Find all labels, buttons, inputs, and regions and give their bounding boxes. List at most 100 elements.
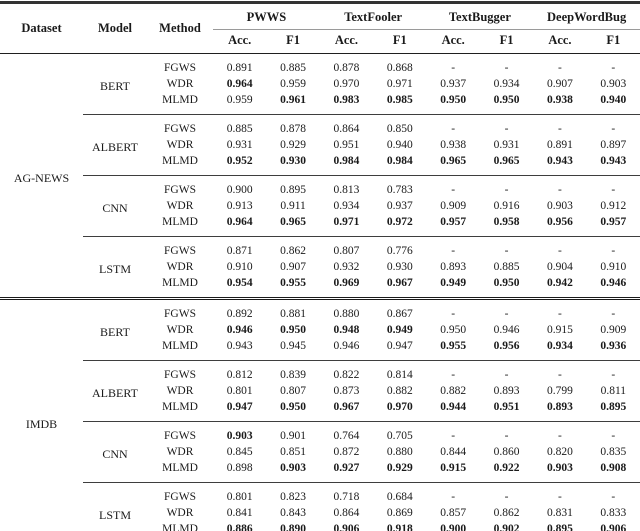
table-row: MLMD 0.943 0.945 0.946 0.947 0.955 0.956 0.934 0… <box>0 338 640 361</box>
table-row: MLMD 0.952 0.930 0.984 0.984 0.965 0.965 0.943 0… <box>0 153 640 176</box>
metric-value: - <box>586 482 640 506</box>
metric-value: - <box>558 61 562 74</box>
metric-value: 0.942 <box>547 276 573 289</box>
metric-value: 0.910 <box>226 260 253 273</box>
metric-value: - <box>426 114 480 138</box>
col-header-dataset: Dataset <box>0 4 83 55</box>
method-label: WDR <box>166 77 194 90</box>
metric-value: 0.903 <box>600 77 627 90</box>
metric-value: 0.931 <box>226 138 253 151</box>
metric-value: 0.934 <box>493 77 520 90</box>
method-label: FGWS <box>147 114 213 138</box>
metric-value: 0.943 <box>547 154 573 167</box>
metric-value: 0.878 <box>333 61 360 74</box>
table-row: MLMD 0.898 0.903 0.927 0.929 0.915 0.922 0.903 0… <box>0 460 640 483</box>
metric-value: 0.862 <box>266 236 320 260</box>
col-header-attack-pwws: PWWS <box>213 4 320 30</box>
metric-value: 0.938 <box>440 138 467 151</box>
method-label: FGWS <box>147 236 213 260</box>
metric-value: 0.930 <box>280 154 306 167</box>
method-label: MLMD <box>162 93 198 106</box>
metric-value: 0.776 <box>373 236 427 260</box>
metric-value: 0.900 <box>440 522 467 531</box>
metric-value: 0.868 <box>386 61 413 74</box>
metric-value: 0.970 <box>386 400 413 413</box>
metric-value: - <box>586 421 640 445</box>
metric-value: - <box>504 61 509 74</box>
metric-value: 0.918 <box>386 522 413 531</box>
metric-value: 0.903 <box>280 461 306 474</box>
metric-value: 0.929 <box>386 461 413 474</box>
method-label: FGWS <box>147 297 213 323</box>
metric-value: 0.957 <box>600 215 627 228</box>
metric-value: 0.684 <box>373 482 427 506</box>
metric-value: - <box>479 297 534 323</box>
metric-value: 0.909 <box>600 323 627 336</box>
table-row: MLMD 0.886 0.890 0.906 0.918 0.900 0.902 0.895 0… <box>0 521 640 531</box>
metric-value: 0.801 <box>213 482 267 506</box>
metric-value: - <box>533 421 587 445</box>
method-label: MLMD <box>162 276 198 289</box>
metric-value: 0.931 <box>493 138 520 151</box>
metric-value: 0.946 <box>226 323 253 336</box>
header-row-metrics: Acc. F1 Acc. F1 Acc. F1 Acc. F1 <box>0 29 640 55</box>
metric-value: 0.934 <box>547 339 573 352</box>
metric-value: - <box>533 175 587 199</box>
table-row: ALBERT FGWS 0.812 0.839 0.822 0.814- - - - <box>0 360 640 422</box>
metric-value: 0.880 <box>386 445 413 458</box>
method-label: FGWS <box>147 482 213 506</box>
metric-value: 0.844 <box>440 445 467 458</box>
metric-value: 0.984 <box>386 154 413 167</box>
metric-value: 0.885 <box>213 114 267 138</box>
metric-value: 0.954 <box>226 276 253 289</box>
metric-value: 0.843 <box>280 506 306 519</box>
table-row: LSTM FGWS 0.801 0.823 0.718 0.684- - - - <box>0 482 640 531</box>
metric-value: - <box>586 236 640 260</box>
metric-value: - <box>479 114 534 138</box>
metric-value: 0.971 <box>333 215 360 228</box>
metric-value: 0.959 <box>226 93 253 106</box>
table-row: WDR 0.964 0.959 0.970 0.971 0.937 0.934 0.907 0.… <box>0 76 640 92</box>
metric-value: 0.880 <box>319 297 374 323</box>
metric-value: - <box>533 360 587 384</box>
metric-value: 0.965 <box>440 154 467 167</box>
metric-value: - <box>586 114 640 138</box>
method-label: WDR <box>166 323 194 336</box>
metric-value: 0.906 <box>600 522 627 531</box>
method-label: FGWS <box>147 175 213 199</box>
metric-value: 0.950 <box>280 323 306 336</box>
metric-value: 0.900 <box>213 175 267 199</box>
col-header-attack-deepwordbug: DeepWordBug <box>533 4 640 30</box>
results-table-body: AG-NEWS BERT FGWS 0.891 0.885 0.878 0.868- - - - W… <box>0 54 640 531</box>
metric-value: 0.949 <box>440 276 467 289</box>
metric-value: 0.930 <box>386 260 413 273</box>
metric-value: 0.891 <box>226 61 253 74</box>
metric-value: 0.936 <box>600 339 627 352</box>
metric-value: - <box>479 482 534 506</box>
metric-value: 0.864 <box>333 506 360 519</box>
metric-value: 0.850 <box>373 114 427 138</box>
header-row-attacks: Dataset Model Method PWWS TextFooler Tex… <box>0 4 640 55</box>
metric-value: 0.955 <box>440 339 467 352</box>
metric-value: 0.895 <box>266 175 320 199</box>
metric-value: 0.882 <box>440 384 467 397</box>
metric-value: 0.903 <box>547 461 573 474</box>
metric-value: 0.961 <box>280 93 306 106</box>
metric-value: 0.893 <box>547 400 573 413</box>
method-label: WDR <box>166 445 194 458</box>
metric-value: 0.822 <box>319 360 374 384</box>
metric-value: 0.937 <box>440 77 467 90</box>
metric-value: 0.903 <box>547 199 573 212</box>
col-header-acc: Acc. <box>319 29 374 55</box>
method-label: MLMD <box>162 215 198 228</box>
metric-value: 0.967 <box>333 400 360 413</box>
metric-value: 0.882 <box>386 384 413 397</box>
metric-value: 0.916 <box>493 199 520 212</box>
metric-value: - <box>586 360 640 384</box>
metric-value: 0.913 <box>226 199 253 212</box>
metric-value: 0.985 <box>386 93 413 106</box>
col-header-f1: F1 <box>479 29 534 55</box>
col-header-acc: Acc. <box>533 29 587 55</box>
metric-value: - <box>426 482 480 506</box>
metric-value: 0.872 <box>333 445 360 458</box>
